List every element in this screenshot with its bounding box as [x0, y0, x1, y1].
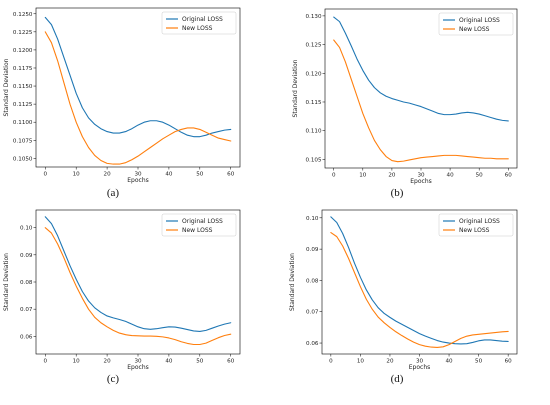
y-tick-label: 0.1075: [13, 138, 33, 144]
x-axis-label: Epochs: [409, 364, 431, 371]
series-line-new-loss: [333, 39, 509, 163]
x-tick-label: 30: [134, 172, 142, 178]
legend-entry: Original LOSS: [182, 16, 223, 23]
x-tick-label: 60: [505, 359, 513, 365]
y-tick-label: 0.06: [306, 341, 319, 347]
legend-box: [438, 213, 514, 237]
y-tick-label: 0.10: [306, 216, 319, 222]
x-tick-label: 30: [417, 173, 425, 179]
x-tick-label: 60: [505, 173, 513, 179]
y-tick-label: 0.1125: [13, 102, 33, 108]
x-axis-label: Epochs: [127, 364, 149, 371]
x-tick-label: 50: [476, 173, 484, 179]
x-tick-label: 10: [73, 172, 81, 178]
panel-caption: (c): [107, 373, 120, 385]
y-tick-label: 0.10: [20, 226, 33, 232]
y-tick-label: 0.06: [20, 334, 33, 340]
x-tick-label: 0: [329, 359, 333, 365]
series-line-original-loss: [44, 16, 232, 138]
y-tick-label: 0.120: [305, 71, 321, 77]
legend-box: [161, 11, 237, 35]
legend-box: [161, 213, 237, 237]
x-tick-label: 20: [104, 359, 112, 365]
series-line-original-loss: [333, 16, 509, 122]
legend-box: [438, 12, 514, 36]
chart-panel-d: 0 10 20 30 40 50 60 0.06 0.07 0.08 0.09 0.10 Epochs S…: [289, 209, 518, 385]
panel-caption: (b): [391, 187, 404, 199]
x-tick-label: 40: [447, 173, 455, 179]
x-tick-label: 60: [227, 359, 235, 365]
y-tick-label: 0.1175: [13, 66, 33, 72]
y-tick-label: 0.09: [306, 247, 319, 253]
y-axis-label: Standard Deviation: [289, 253, 296, 311]
legend-entry: New LOSS: [182, 227, 213, 234]
x-tick-label: 0: [43, 359, 47, 365]
x-tick-label: 20: [386, 359, 394, 365]
x-tick-label: 10: [357, 359, 365, 365]
series-line-original-loss: [44, 216, 232, 333]
x-tick-label: 10: [73, 359, 81, 365]
x-tick-label: 20: [104, 172, 112, 178]
x-tick-label: 60: [227, 172, 235, 178]
legend-entry: Original LOSS: [459, 218, 500, 225]
y-tick-label: 0.1225: [13, 30, 33, 36]
y-tick-label: 0.07: [20, 307, 33, 313]
y-tick-label: 0.09: [20, 253, 33, 259]
y-tick-label: 0.1250: [13, 12, 33, 18]
x-tick-label: 50: [196, 359, 204, 365]
chart-panel-b: 0 10 20 30 40 50 60 0.105 0.110 0.115 0.120 0.125 0.…: [292, 8, 518, 199]
series-line-new-loss: [330, 231, 509, 348]
y-tick-label: 0.08: [306, 278, 319, 284]
x-tick-label: 30: [416, 359, 424, 365]
y-tick-label: 0.125: [305, 43, 321, 49]
panel-caption: (d): [391, 373, 404, 385]
x-tick-label: 40: [445, 359, 453, 365]
panel-caption: (a): [107, 187, 120, 199]
x-axis-label: Epochs: [127, 177, 149, 184]
x-tick-label: 10: [359, 173, 367, 179]
series-line-original-loss: [330, 216, 509, 345]
y-axis-label: Standard Deviation: [3, 58, 10, 116]
x-tick-label: 40: [165, 172, 173, 178]
y-tick-label: 0.110: [305, 129, 321, 135]
y-tick-label: 0.1150: [13, 84, 33, 90]
x-axis-label: Epochs: [410, 178, 432, 185]
y-tick-label: 0.07: [306, 310, 319, 316]
x-tick-label: 0: [43, 172, 47, 178]
x-tick-label: 20: [388, 173, 396, 179]
chart-panel-a: 0 10 20 30 40 50 60 0.1050 0.1075 0.1100 0.1125 0.1…: [3, 7, 241, 199]
x-tick-label: 50: [475, 359, 483, 365]
series-line-new-loss: [44, 227, 232, 346]
legend-entry: Original LOSS: [459, 17, 500, 24]
x-tick-label: 0: [332, 173, 336, 179]
y-axis-label: Standard Deviation: [3, 253, 10, 311]
x-tick-label: 30: [134, 359, 142, 365]
y-tick-label: 0.1050: [13, 156, 33, 162]
y-tick-label: 0.1200: [13, 48, 33, 54]
x-tick-label: 40: [165, 359, 173, 365]
y-tick-label: 0.115: [305, 100, 321, 106]
x-tick-label: 50: [196, 172, 204, 178]
y-tick-label: 0.08: [20, 280, 33, 286]
legend-entry: New LOSS: [459, 227, 490, 234]
y-tick-label: 0.130: [305, 14, 321, 20]
legend-entry: Original LOSS: [182, 218, 223, 225]
y-tick-label: 0.105: [305, 157, 321, 163]
y-axis-label: Standard Deviation: [292, 59, 299, 117]
legend-entry: New LOSS: [182, 25, 213, 32]
y-tick-label: 0.1100: [13, 120, 33, 126]
chart-panel-c: 0 10 20 30 40 50 60 0.06 0.07 0.08 0.09 0.10 Epochs S…: [3, 209, 241, 385]
series-line-new-loss: [44, 31, 232, 165]
legend-entry: New LOSS: [459, 26, 490, 33]
